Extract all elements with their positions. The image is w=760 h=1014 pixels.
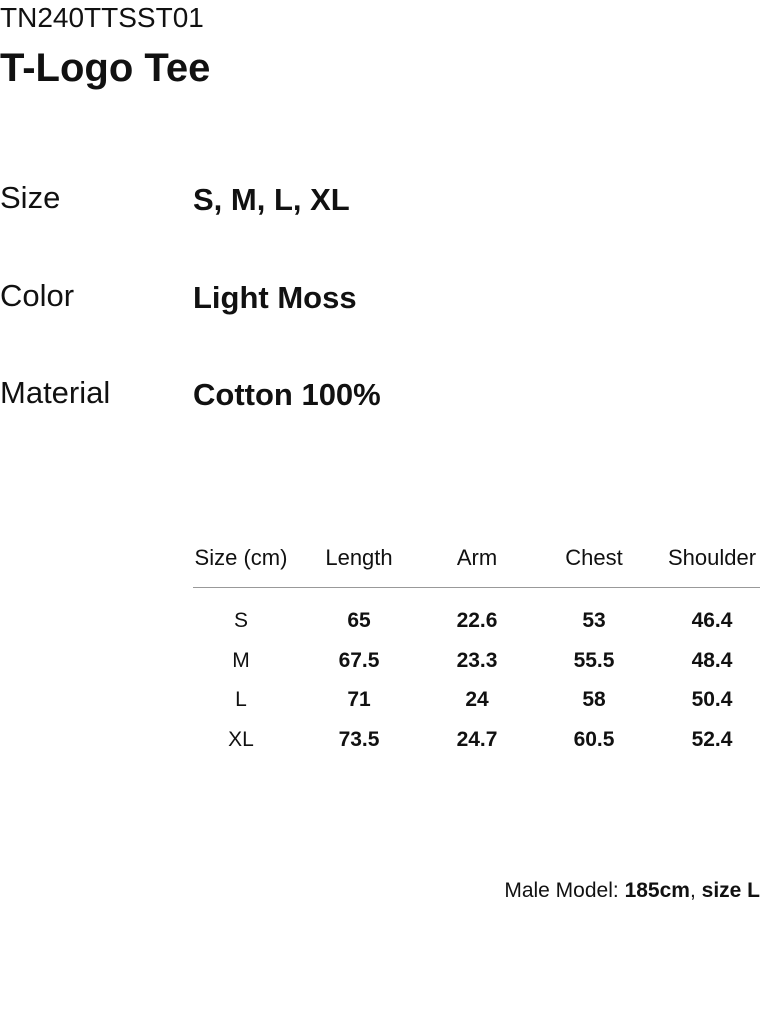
spec-label: Color — [0, 278, 75, 313]
model-label: Male Model: — [504, 879, 619, 902]
column-header: Size (cm) — [194, 545, 288, 570]
column-header: Length — [325, 545, 393, 570]
row-label: L — [235, 688, 247, 712]
cell: 24 — [465, 688, 489, 712]
row-label: M — [232, 648, 250, 672]
column-header: Shoulder — [667, 545, 757, 570]
spec-label: Size — [0, 180, 61, 215]
cell: 50.4 — [691, 688, 733, 712]
cell: 55.5 — [573, 648, 615, 672]
model-height: 185cm — [624, 879, 690, 902]
cell: 58 — [582, 688, 606, 712]
spec-value: Cotton 100% — [193, 377, 381, 412]
cell: 52.4 — [691, 728, 733, 752]
column-header: Arm — [456, 545, 498, 570]
column-header: Chest — [565, 545, 623, 570]
row-label: S — [233, 609, 249, 632]
separator: , — [689, 879, 696, 902]
cell: 71 — [347, 688, 371, 712]
cell: 23.3 — [456, 648, 498, 672]
cell: 24.7 — [456, 728, 498, 752]
model-info: Male Model: 185cm, size L — [504, 880, 760, 901]
table-rule — [193, 587, 760, 588]
cell: 73.5 — [338, 728, 380, 752]
cell: 46.4 — [691, 609, 733, 632]
product-code: TN240TTSST01 — [0, 2, 204, 33]
cell: 53 — [582, 609, 606, 632]
spec-label: Material — [0, 375, 111, 410]
spec-value: Light Moss — [193, 280, 357, 315]
row-label: XL — [228, 728, 254, 752]
cell: 67.5 — [338, 648, 380, 672]
cell: 22.6 — [456, 609, 498, 632]
cell: 65 — [347, 609, 371, 632]
model-size: size L — [701, 879, 760, 902]
product-title: T-Logo Tee — [0, 46, 211, 90]
cell: 48.4 — [691, 648, 733, 672]
spec-value: S, M, L, XL — [193, 182, 350, 217]
cell: 60.5 — [573, 728, 615, 752]
